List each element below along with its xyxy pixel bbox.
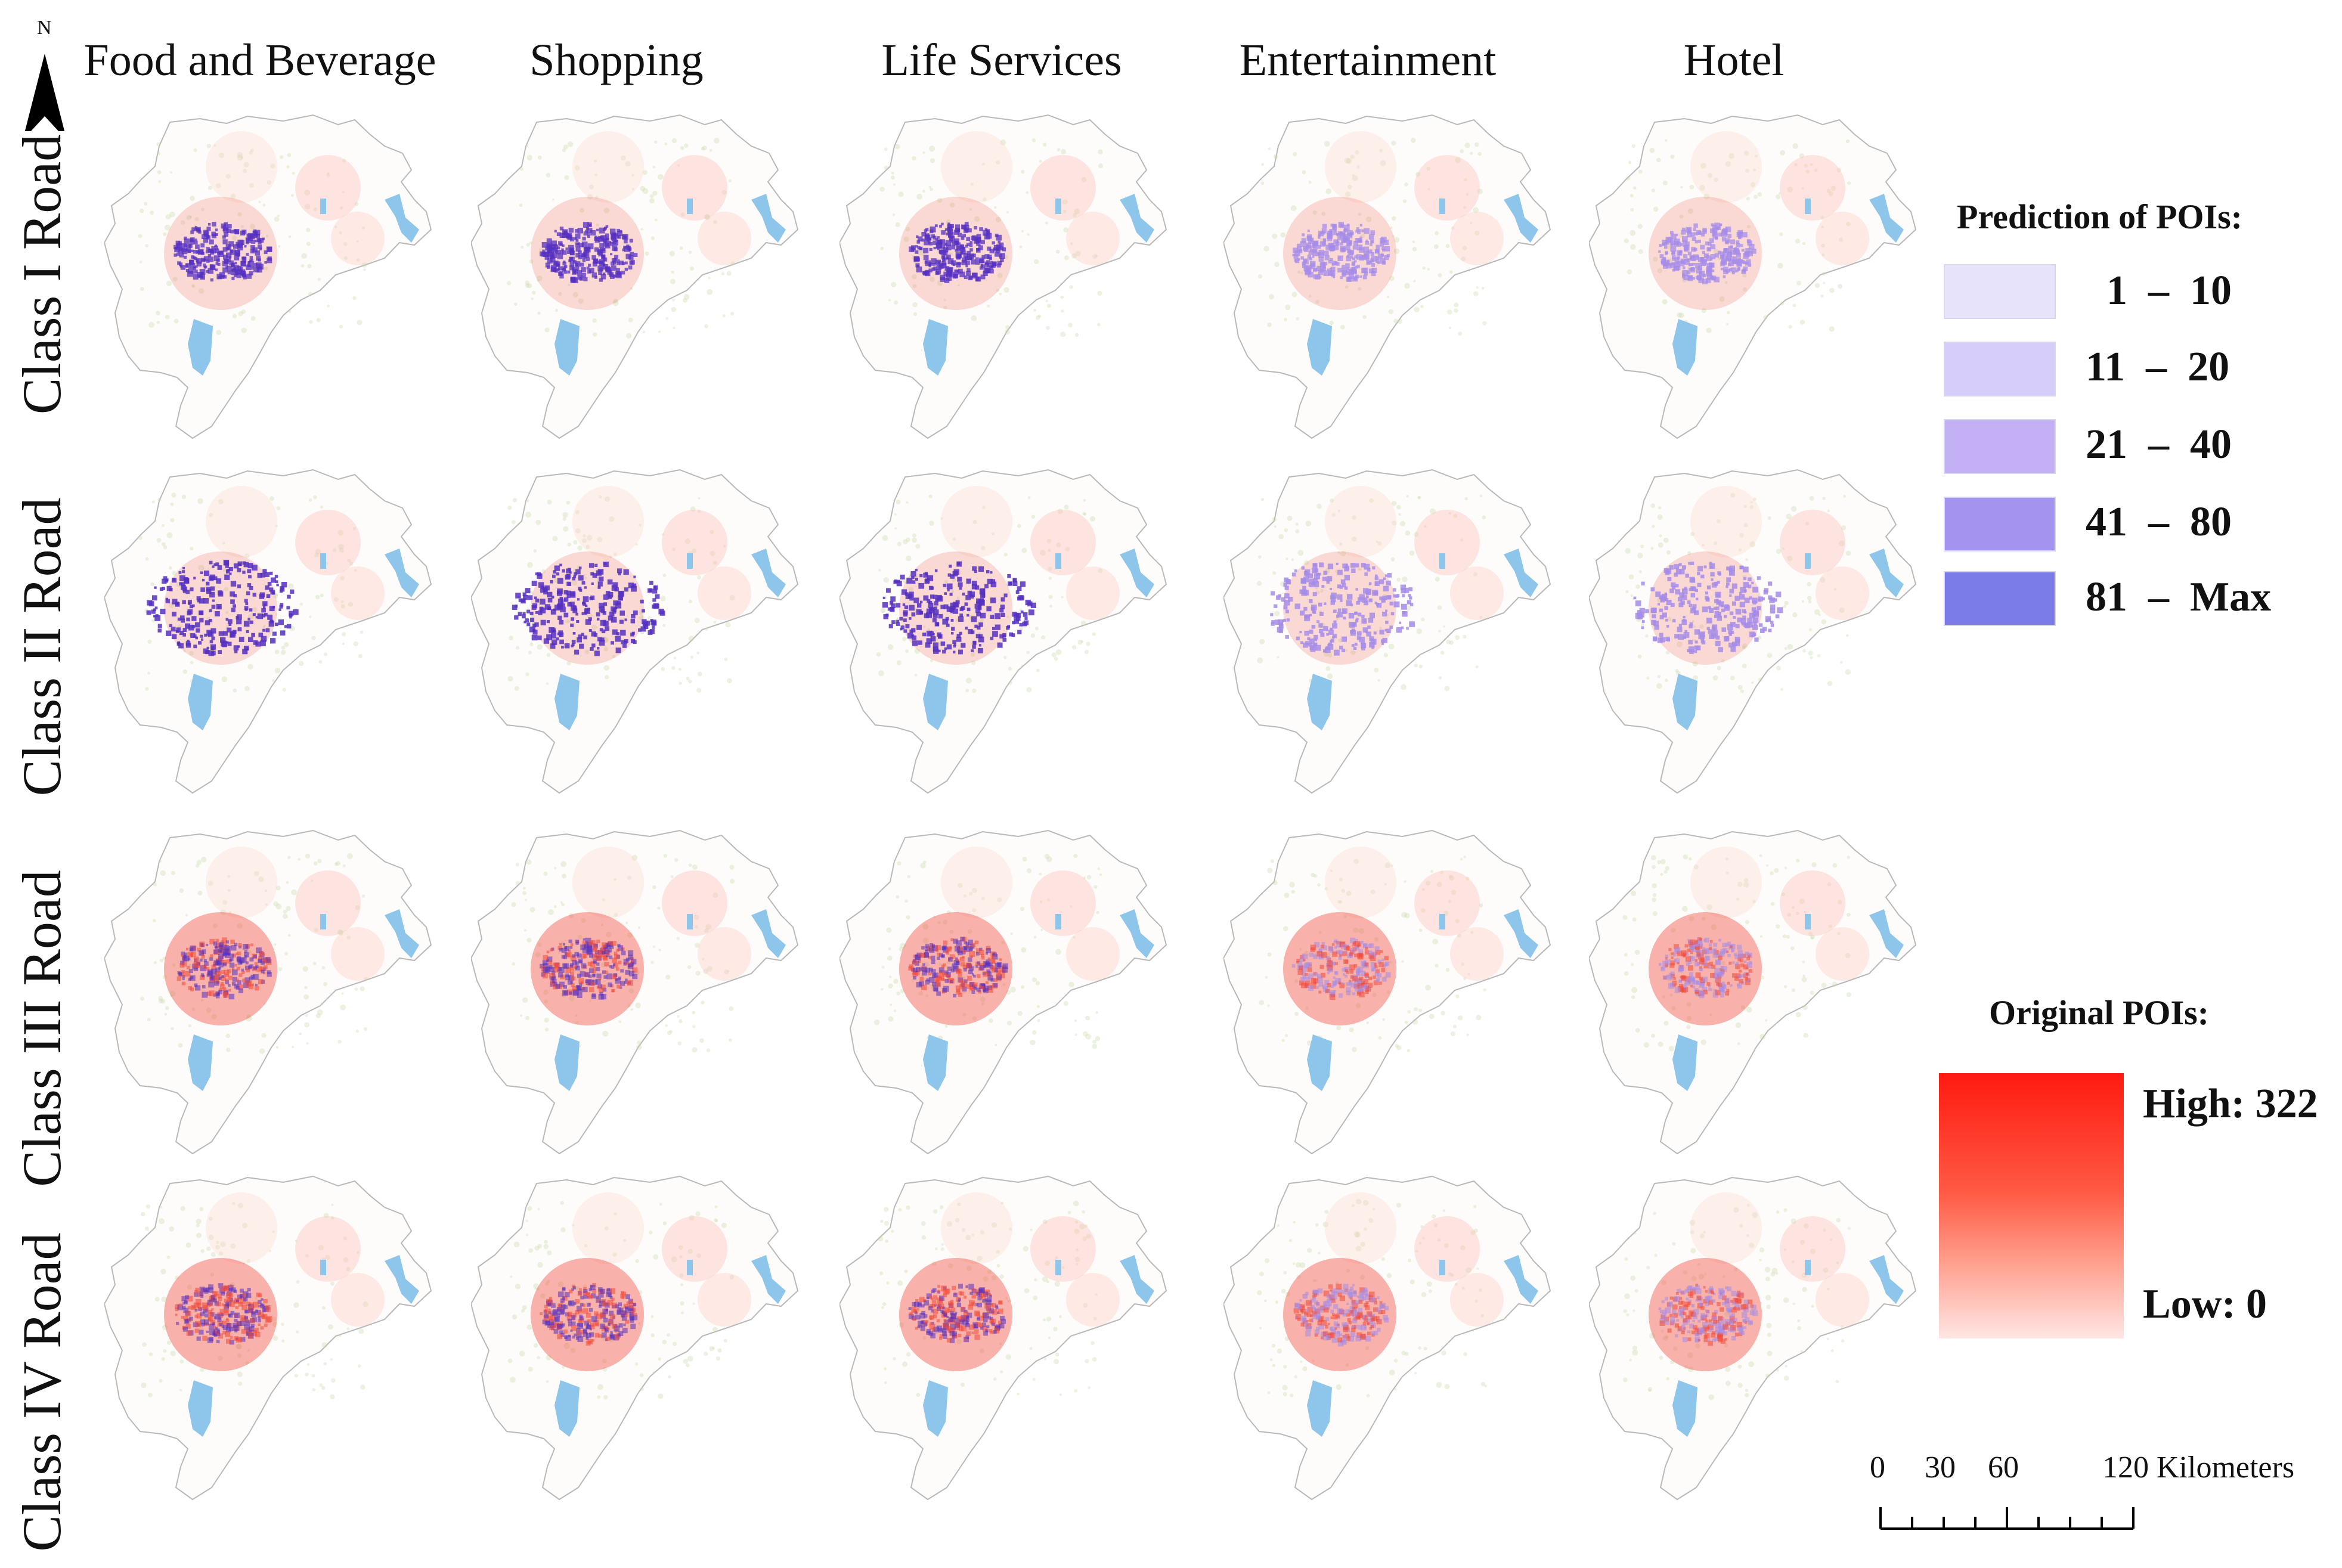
- prediction-legend-title: Prediction of POIs:: [1957, 197, 2242, 236]
- prediction-label-5: 81 – Max: [2086, 574, 2272, 620]
- column-label-food: Food and Beverage: [83, 35, 436, 85]
- scale-label-30: 30: [1925, 1451, 1956, 1485]
- map-3-4: [1223, 829, 1551, 1155]
- row-label-class-3: Class III Road: [11, 870, 72, 1187]
- prediction-label-1: 1 – 10: [2086, 268, 2232, 314]
- map-3-1: [104, 829, 432, 1155]
- scale-bar: [1879, 1507, 2135, 1530]
- column-label-entertainment: Entertainment: [1239, 35, 1497, 85]
- column-label-shopping: Shopping: [529, 35, 704, 85]
- map-4-2: [471, 1175, 799, 1501]
- prediction-label-4: 41 – 80: [2086, 499, 2232, 545]
- scale-label-0: 0: [1870, 1451, 1885, 1485]
- map-1-4: [1223, 114, 1551, 439]
- prediction-label-2: 11 – 20: [2086, 344, 2230, 390]
- map-2-3: [839, 469, 1167, 794]
- map-1-1: [104, 114, 432, 439]
- map-2-5: [1589, 469, 1917, 794]
- column-label-hotel: Hotel: [1683, 35, 1785, 85]
- map-3-5: [1589, 829, 1917, 1155]
- map-4-5: [1589, 1175, 1917, 1501]
- column-label-life-services: Life Services: [881, 35, 1122, 85]
- north-arrow-icon: [24, 54, 65, 131]
- map-1-3: [839, 114, 1167, 439]
- map-2-1: [104, 469, 432, 794]
- north-letter: N: [37, 17, 52, 39]
- prediction-label-3: 21 – 40: [2086, 422, 2232, 467]
- row-label-class-2: Class II Road: [11, 497, 72, 797]
- prediction-swatch-2: [1944, 342, 2056, 396]
- scale-label-120: 120 Kilometers: [2102, 1451, 2295, 1485]
- original-color-ramp: [1939, 1073, 2124, 1338]
- map-4-3: [839, 1175, 1167, 1501]
- original-low-label: Low: 0: [2143, 1281, 2267, 1327]
- map-4-1: [104, 1175, 432, 1501]
- map-1-2: [471, 114, 799, 439]
- map-4-4: [1223, 1175, 1551, 1501]
- prediction-swatch-1: [1944, 264, 2056, 319]
- map-2-4: [1223, 469, 1551, 794]
- prediction-swatch-4: [1944, 497, 2056, 551]
- row-label-class-4: Class IV Road: [11, 1232, 72, 1552]
- map-3-2: [471, 829, 799, 1155]
- scale-label-60: 60: [1988, 1451, 2019, 1485]
- prediction-swatch-5: [1944, 571, 2056, 626]
- map-2-2: [471, 469, 799, 794]
- map-3-3: [839, 829, 1167, 1155]
- row-label-class-1: Class I Road: [11, 134, 72, 415]
- prediction-swatch-3: [1944, 419, 2056, 474]
- original-legend-title: Original POIs:: [1989, 993, 2209, 1032]
- map-1-5: [1589, 114, 1917, 439]
- original-high-label: High: 322: [2143, 1081, 2318, 1127]
